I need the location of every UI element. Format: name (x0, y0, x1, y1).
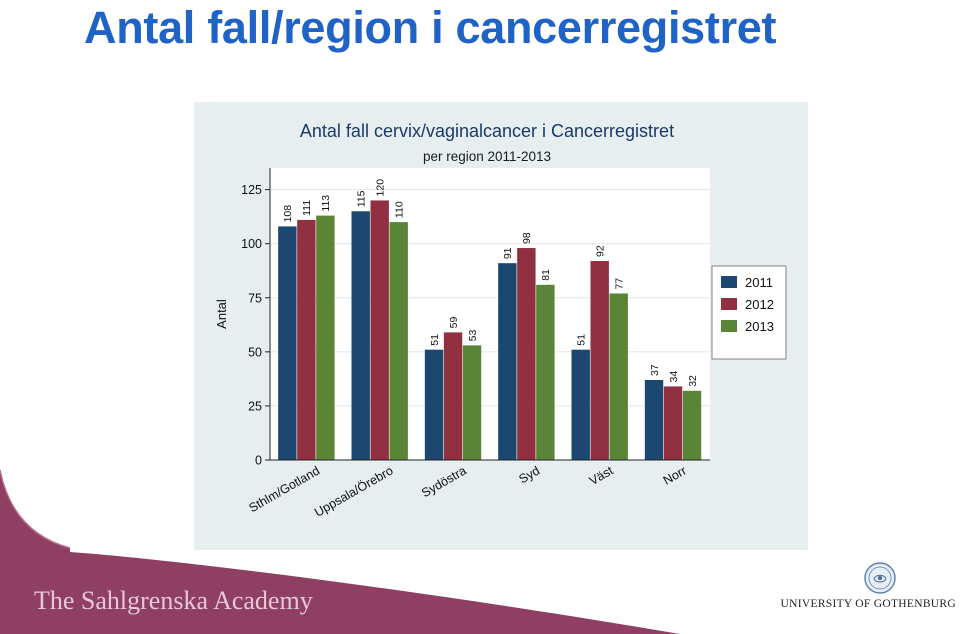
footer-wave-highlight (0, 469, 71, 549)
legend-label-2011: 2011 (745, 275, 773, 290)
chart-title: Antal fall cervix/vaginalcancer i Cancer… (300, 121, 674, 141)
legend-swatch-2012 (721, 298, 737, 310)
data-label: 108 (282, 205, 294, 223)
footer-academy-name: The Sahlgrenska Academy (34, 586, 313, 615)
bar-2012-0 (297, 219, 316, 460)
plot-area (270, 168, 710, 460)
bar-2013-1 (389, 222, 408, 460)
data-labels-layer: 108 111 113 115 120 110 51 59 53 91 98 81 51 92 77 37 34… (282, 179, 699, 387)
footer-university-name: UNIVERSITY OF GOTHENBURG (780, 598, 956, 610)
bar-2012-1 (370, 200, 389, 460)
x-tick-label: Väst (587, 463, 616, 488)
y-tick-label: 50 (248, 345, 262, 359)
bar-2012-4 (590, 261, 609, 460)
y-axis-label: Antal (214, 299, 229, 329)
data-label: 110 (394, 201, 406, 218)
chart-panel: Antal fall cervix/vaginalcancer i Cancer… (194, 102, 808, 550)
bar-2012-2 (443, 332, 463, 460)
data-label: 91 (502, 247, 514, 259)
y-tick-label: 75 (248, 291, 262, 305)
data-label: 111 (301, 200, 313, 216)
data-label: 59 (448, 317, 460, 329)
data-label: 115 (356, 190, 368, 207)
legend-label-2013: 2013 (745, 319, 774, 334)
bar-2011-1 (351, 211, 370, 460)
footer-wave (0, 470, 680, 634)
bar-2013-4 (609, 293, 628, 460)
data-label: 51 (429, 334, 441, 346)
legend-label-2012: 2012 (745, 297, 774, 312)
legend-swatch-2013 (721, 320, 737, 332)
bars-layer (278, 200, 702, 460)
x-tick-label: Norr (661, 463, 689, 487)
data-label: 34 (668, 371, 680, 383)
bar-2011-0 (278, 226, 297, 460)
bar-2011-4 (571, 349, 590, 460)
data-label: 51 (576, 334, 588, 346)
legend: 2011 2012 2013 (711, 265, 787, 360)
data-label: 113 (320, 195, 332, 212)
x-tick-label: Sydöstra (419, 463, 469, 500)
bar-2011-5 (644, 379, 664, 460)
legend-swatch-2011 (721, 276, 737, 288)
bar-2011-3 (498, 263, 517, 460)
data-label: 98 (521, 232, 533, 244)
data-label: 37 (649, 364, 661, 376)
data-label: 92 (595, 245, 607, 257)
data-label: 32 (687, 375, 699, 387)
bar-2013-5 (682, 390, 702, 460)
university-seal-icon (864, 562, 896, 594)
bar-2013-2 (462, 345, 482, 460)
y-tick-label: 25 (248, 399, 262, 413)
bar-chart: Antal fall cervix/vaginalcancer i Cancer… (214, 121, 787, 520)
bar-2011-2 (424, 349, 444, 460)
data-label: 120 (375, 179, 387, 197)
data-label: 53 (467, 330, 479, 342)
x-tick-label: Syd (517, 463, 543, 486)
y-tick-label: 125 (241, 183, 262, 197)
bar-2013-3 (536, 284, 555, 460)
slide-title: Antal fall/region i cancerregistret (84, 2, 777, 53)
bar-2012-3 (517, 248, 536, 460)
chart-subtitle: per region 2011-2013 (423, 149, 551, 164)
data-label: 77 (614, 278, 626, 290)
bar-2013-0 (316, 215, 335, 460)
y-tick-label: 100 (241, 237, 262, 251)
data-label: 81 (540, 269, 552, 281)
bar-2012-5 (663, 386, 683, 460)
y-tick-label: 0 (255, 454, 262, 468)
grid-layer (270, 189, 710, 407)
x-tick-label: Uppsala/Örebro (312, 463, 395, 519)
